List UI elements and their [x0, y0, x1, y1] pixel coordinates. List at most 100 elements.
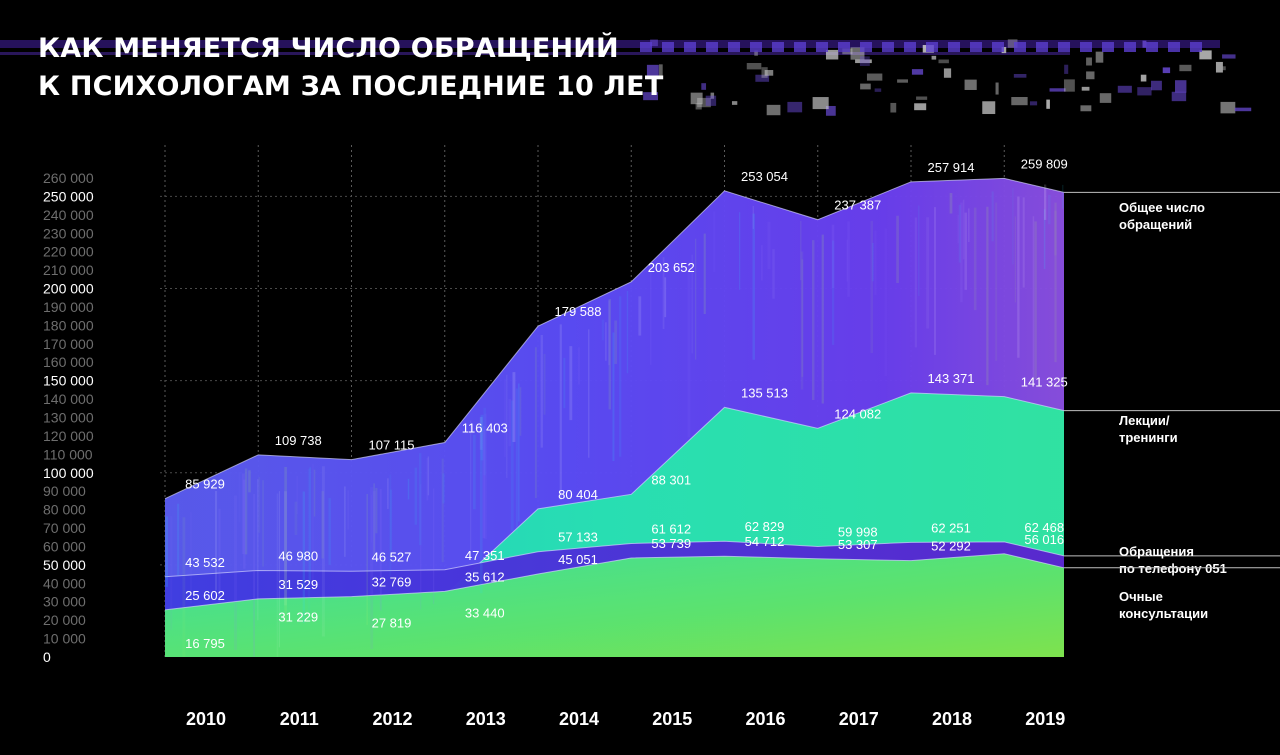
glitch-pixel [931, 55, 937, 60]
glitch-pixel [1049, 88, 1066, 92]
glitch-pixel [794, 42, 806, 52]
data-label: 109 738 [275, 433, 322, 448]
glitch-pixel [764, 70, 774, 76]
data-label: 56 016 [1024, 532, 1064, 547]
glitch-pixel [1036, 42, 1048, 52]
area-in-person [165, 553, 1064, 657]
y-tick-label: 120 000 [43, 428, 94, 444]
data-label: 43 532 [185, 555, 225, 570]
data-label: 54 712 [745, 534, 785, 549]
glitch-pixel [684, 42, 696, 52]
glitch-pixel [750, 42, 762, 52]
glitch-pixel [855, 59, 872, 64]
glitch-pixel [690, 92, 703, 105]
glitch-pixel [938, 59, 949, 64]
glitch-pixel [640, 42, 652, 52]
glitch-pixel [650, 39, 658, 47]
glitch-pixel [1220, 101, 1236, 114]
glitch-pixel [1080, 42, 1092, 52]
glitch-pixel [1190, 42, 1202, 52]
x-tick-label: 2019 [1025, 709, 1065, 729]
x-tick-label: 2013 [466, 709, 506, 729]
y-tick-label: 200 000 [43, 281, 94, 297]
glitch-pixel [943, 68, 952, 78]
y-tick-label: 30 000 [43, 594, 86, 610]
data-label: 62 468 [1024, 520, 1064, 535]
glitch-pixel [705, 95, 717, 106]
glitch-pixel [710, 92, 715, 99]
glitch-pixel [1234, 107, 1252, 112]
data-label: 32 769 [372, 575, 412, 590]
y-tick-label: 60 000 [43, 538, 86, 554]
legend-label: Общее число [1119, 200, 1205, 215]
glitch-pixel [859, 56, 870, 66]
data-label: 35 612 [465, 569, 505, 584]
glitch-pixel [890, 102, 897, 113]
glitch-pixel [911, 69, 924, 75]
glitch-pixel [646, 64, 659, 78]
glitch-pixel [1013, 73, 1027, 78]
data-label: 88 301 [651, 472, 691, 487]
glitch-pixel [1124, 42, 1136, 52]
y-tick-label: 180 000 [43, 317, 94, 333]
legend-label: Лекции/ [1119, 413, 1170, 428]
glitch-pixel [1179, 64, 1192, 72]
glitch-pixel [882, 42, 894, 52]
glitch-pixel [1137, 87, 1152, 96]
data-label: 33 440 [465, 605, 505, 620]
legend-label: Очные [1119, 589, 1163, 604]
glitch-pixel [1222, 66, 1226, 71]
data-label: 45 051 [558, 552, 598, 567]
x-tick-label: 2011 [280, 709, 319, 729]
y-tick-label: 240 000 [43, 207, 94, 223]
glitch-pixel [1102, 42, 1114, 52]
glitch-pixel [982, 101, 996, 115]
glitch-band-purple [0, 52, 1070, 55]
glitch-pixel [992, 42, 1004, 52]
glitch-pixel [1168, 42, 1180, 52]
data-label: 257 914 [928, 160, 975, 175]
y-tick-label: 70 000 [43, 520, 86, 536]
data-label: 259 809 [1021, 156, 1068, 171]
x-tick-label: 2014 [559, 709, 599, 729]
glitch-pixel [1029, 101, 1038, 106]
glitch-pixel [761, 67, 768, 78]
glitch-pixel [728, 42, 740, 52]
glitch-pixel [816, 42, 828, 52]
chart-title: КАК МЕНЯЕТСЯ ЧИСЛО ОБРАЩЕНИЙ К ПСИХОЛОГА… [38, 30, 663, 106]
glitch-pixel [812, 97, 829, 110]
glitch-pixel [772, 42, 784, 52]
y-tick-label: 100 000 [43, 465, 94, 481]
glitch-pixel [1142, 40, 1147, 48]
glitch-pixel [701, 83, 707, 90]
data-label: 203 652 [648, 260, 695, 275]
glitch-pixel [825, 49, 839, 60]
x-tick-label: 2015 [652, 709, 692, 729]
x-tick-label: 2012 [372, 709, 412, 729]
data-label: 59 998 [838, 524, 878, 539]
glitch-pixel [995, 82, 999, 95]
glitch-pixel [1151, 80, 1162, 91]
glitch-pixel [1086, 71, 1095, 80]
glitch-pixel [916, 96, 928, 100]
data-label: 52 292 [931, 539, 971, 554]
area-phone-line [164, 540, 1065, 578]
y-tick-label: 260 000 [43, 170, 94, 186]
y-tick-label: 150 000 [43, 373, 94, 389]
glitch-pixel [897, 79, 909, 83]
data-label: 141 325 [1021, 375, 1068, 390]
glitch-pixel [1095, 51, 1104, 63]
y-tick-label: 220 000 [43, 244, 94, 260]
chart-axes: 0 10 000 20 000 30 000 40 000 50 000 60 000 70 … [43, 170, 1065, 729]
glitch-pixel [1086, 57, 1092, 66]
glitch-pixel [643, 92, 658, 101]
glitch-pixel [825, 105, 836, 116]
glitch-pixel [914, 103, 927, 111]
glitch-pixel [754, 50, 758, 56]
data-label: 143 371 [928, 371, 975, 386]
glitch-pixel [1162, 67, 1171, 74]
glitch-pixel [1171, 91, 1187, 102]
chart-legend: Общее число обращений Лекции/тренинги Обращ… [1064, 191, 1280, 621]
data-label: 27 819 [372, 616, 412, 631]
